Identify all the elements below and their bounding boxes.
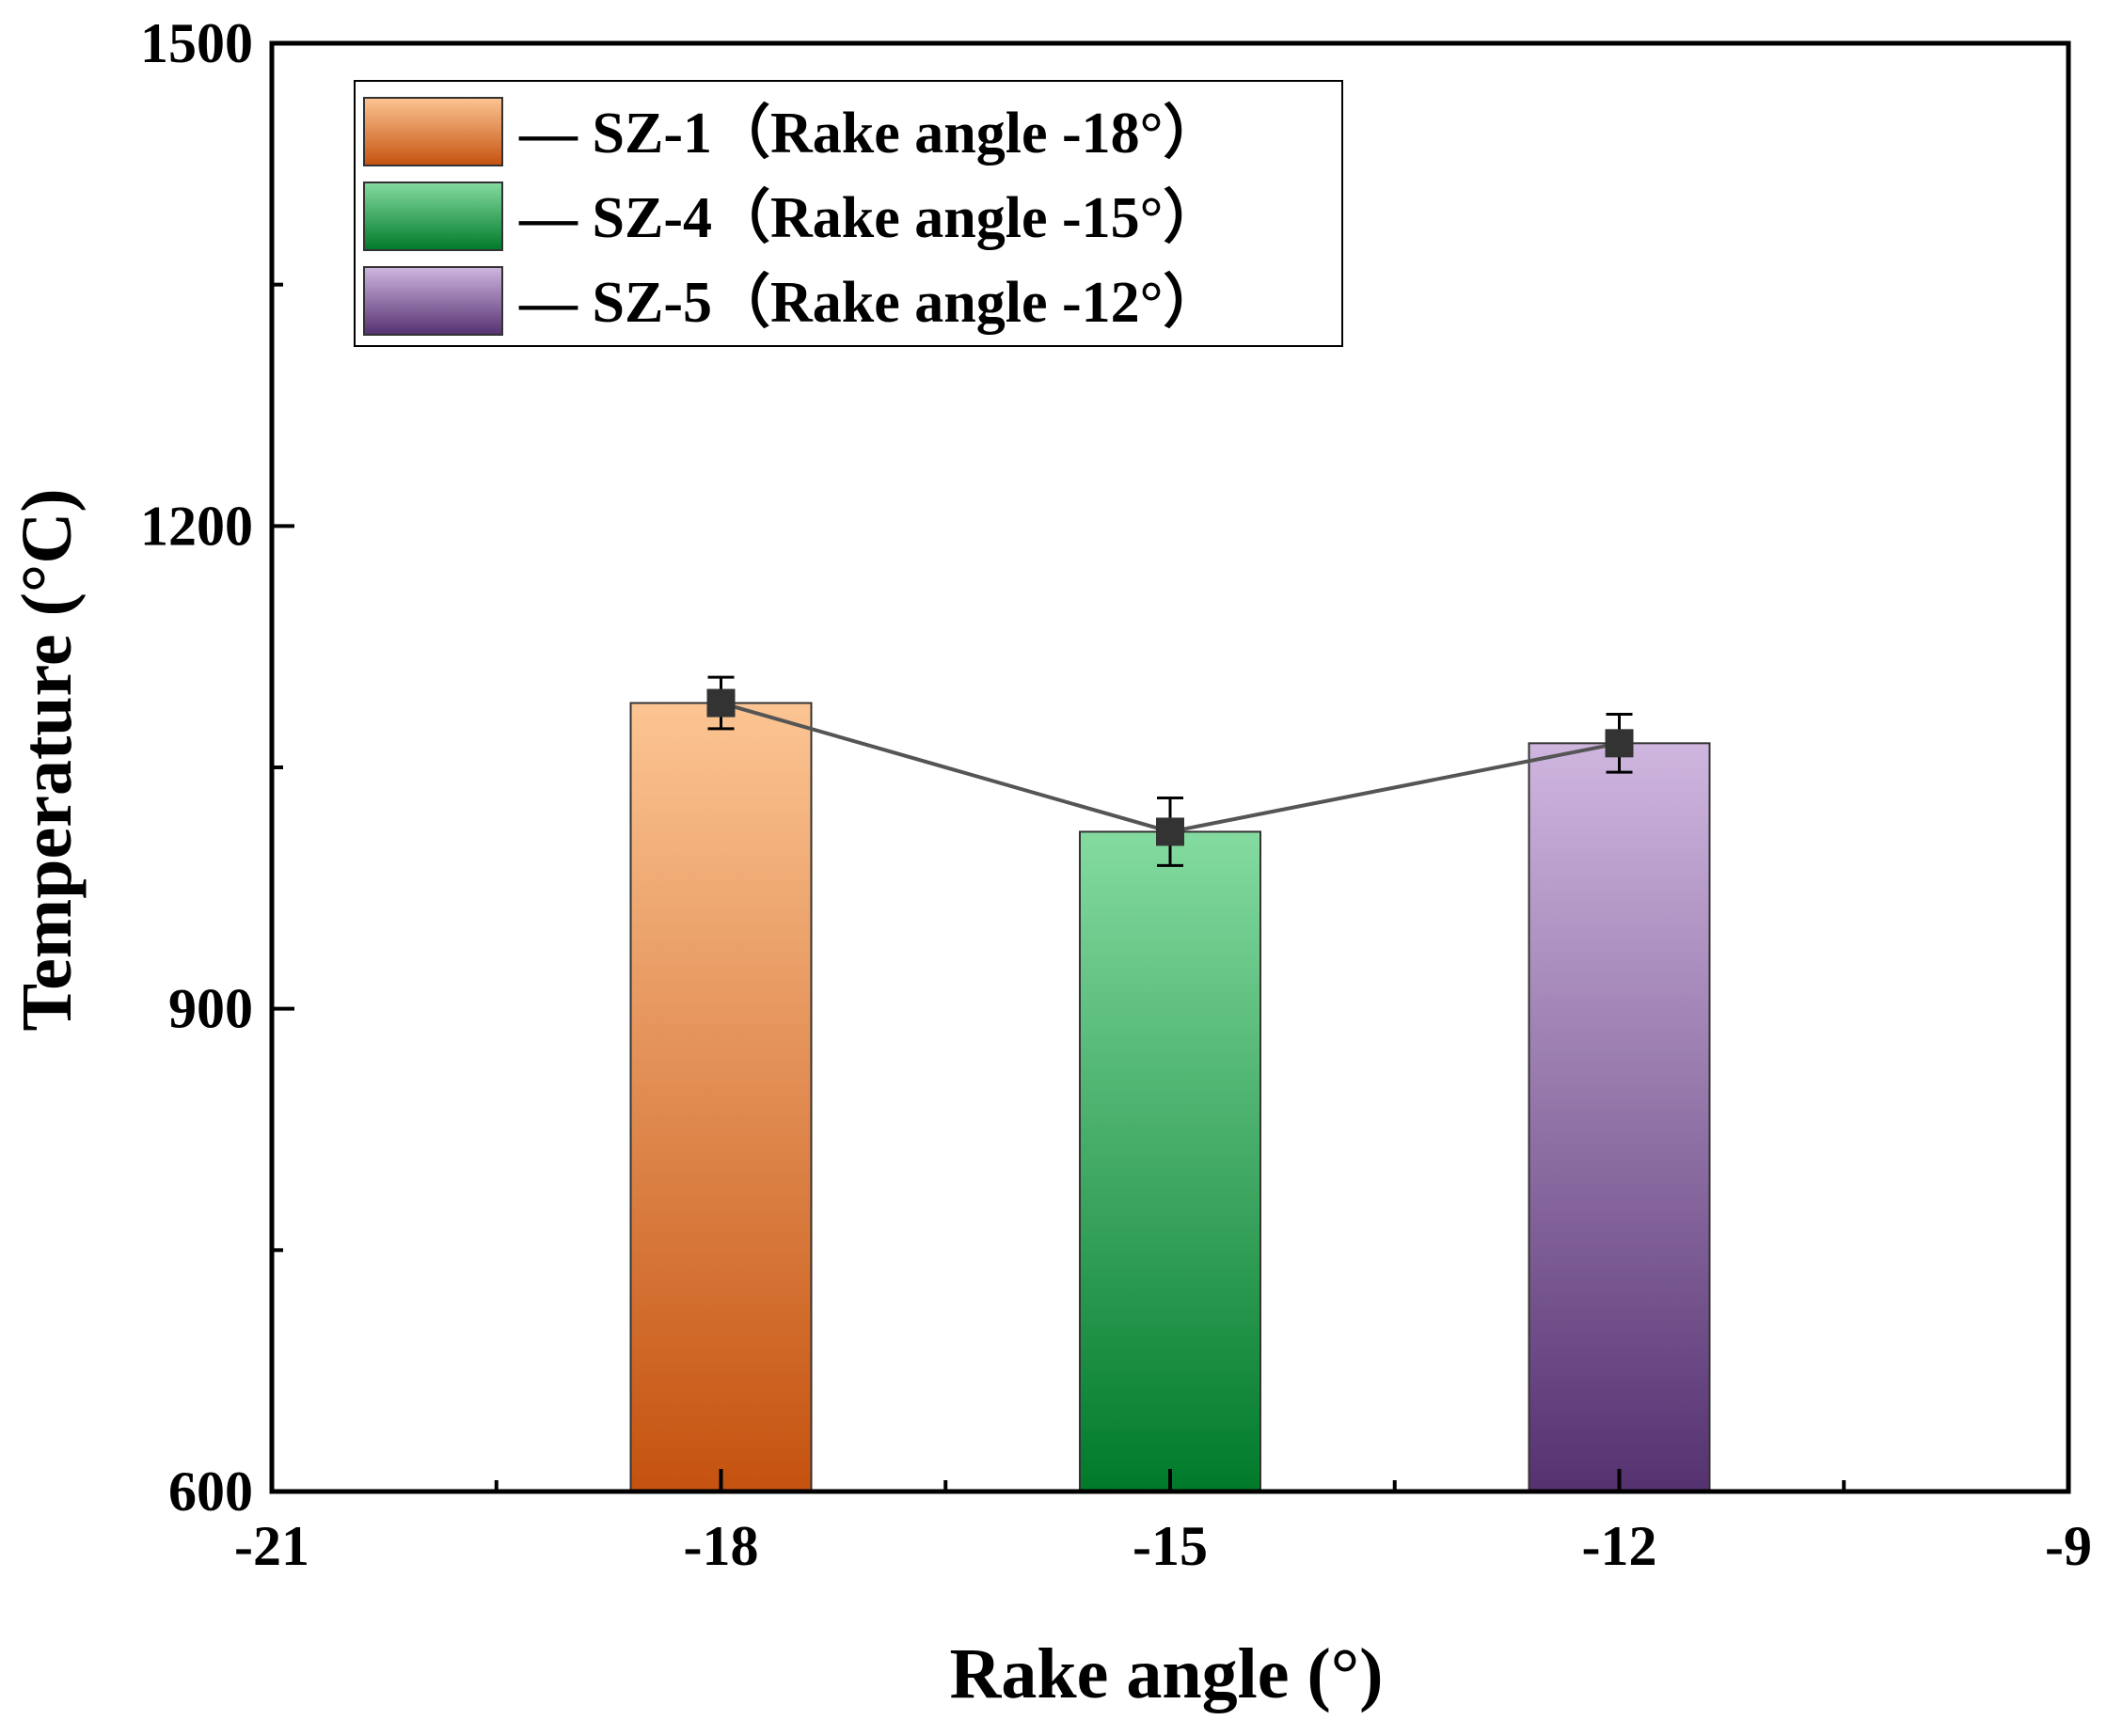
x-tick-label: -18	[684, 1515, 759, 1577]
x-tick-label: -15	[1133, 1515, 1208, 1577]
legend-swatch	[363, 266, 503, 336]
x-tick-label: -21	[234, 1515, 309, 1577]
x-tick-label: -12	[1582, 1515, 1657, 1577]
data-marker-sz-1	[706, 688, 736, 718]
legend-swatch	[363, 181, 503, 251]
legend-item-sz-5: — SZ-5（Rake angle -12°）	[363, 266, 1221, 336]
legend-label: — SZ-4（Rake angle -15°）	[518, 184, 1221, 250]
y-axis-label: Temperature (°C)	[8, 488, 87, 1031]
y-tick-label: 1200	[140, 495, 253, 557]
legend-box	[354, 80, 1343, 347]
legend: — SZ-1（Rake angle -18°） — SZ-4（Rake angle…	[354, 80, 1343, 347]
data-marker-sz-5	[1605, 729, 1634, 758]
y-tick-label: 900	[168, 978, 253, 1040]
y-tick-label: 1500	[140, 12, 253, 74]
x-tick-label: -9	[2045, 1515, 2092, 1577]
legend-label: — SZ-5（Rake angle -12°）	[518, 269, 1221, 335]
x-axis-label: Rake angle (°)	[949, 1634, 1383, 1713]
bar-sz-4	[1079, 830, 1261, 1492]
legend-label: — SZ-1（Rake angle -18°）	[518, 100, 1221, 166]
trend-line-layer	[706, 675, 1634, 867]
legend-item-sz-1: — SZ-1（Rake angle -18°）	[363, 97, 1221, 166]
legend-item-sz-4: — SZ-4（Rake angle -15°）	[363, 181, 1221, 251]
axis-ticks: -21 -18 -15 -12 -9 600 900 1200 1500	[140, 12, 2092, 1577]
legend-swatch	[363, 97, 503, 166]
data-marker-sz-4	[1156, 817, 1184, 846]
bar-sz-1	[629, 702, 813, 1492]
bar-sz-5	[1528, 742, 1711, 1492]
y-tick-label: 600	[168, 1460, 253, 1523]
